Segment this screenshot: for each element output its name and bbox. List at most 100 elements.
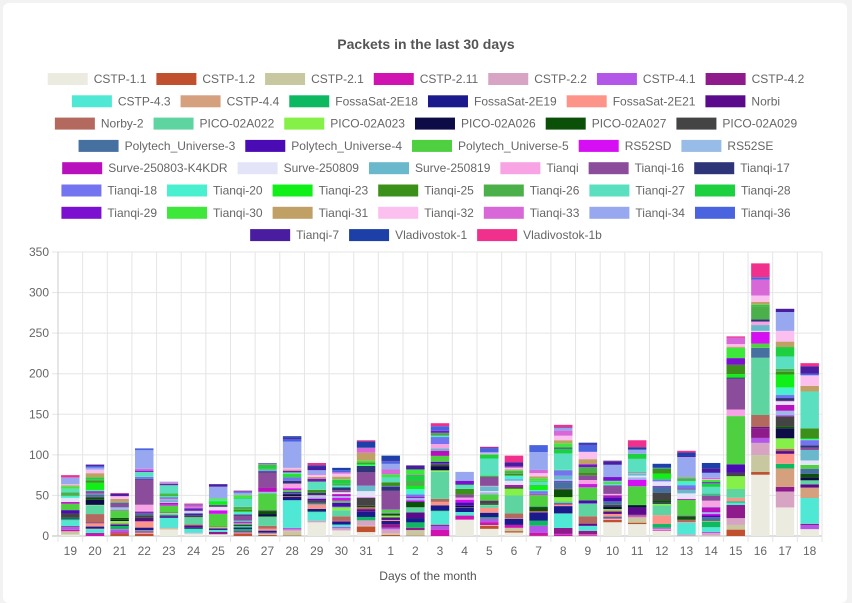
x-tick-label: 21 — [113, 544, 127, 558]
legend-label[interactable]: Tianqi-16 — [635, 161, 685, 175]
legend-label[interactable]: Tianqi-26 — [530, 184, 580, 198]
bar-segment — [776, 405, 794, 411]
legend-label[interactable]: CSTP-4.2 — [752, 72, 805, 86]
bar-segment — [110, 494, 128, 496]
bar-segment — [381, 460, 399, 461]
bar-segment — [283, 488, 301, 490]
legend-label[interactable]: Surve-250809 — [284, 161, 360, 175]
legend-label[interactable]: PICO-02A029 — [722, 117, 797, 131]
bar-segment — [406, 522, 424, 527]
legend-label[interactable]: Vladivostok-1b — [523, 228, 602, 242]
legend-label[interactable]: Tianqi-7 — [296, 228, 339, 242]
legend-label[interactable]: Polytech_Universe-5 — [458, 139, 569, 153]
legend-label[interactable]: CSTP-4.4 — [227, 94, 280, 108]
legend-label[interactable]: CSTP-4.1 — [643, 72, 696, 86]
legend-label[interactable]: FossaSat-2E18 — [335, 94, 418, 108]
bar-segment — [110, 510, 128, 517]
bar-segment — [431, 511, 449, 524]
bar-segment — [677, 489, 695, 490]
legend-label[interactable]: Tianqi-29 — [107, 206, 157, 220]
legend-label[interactable]: Surve-250819 — [415, 161, 491, 175]
legend-label[interactable]: Tianqi-32 — [424, 206, 474, 220]
legend-label[interactable]: Norby-2 — [101, 117, 144, 131]
bar-segment — [554, 453, 572, 469]
bar-segment — [258, 514, 276, 517]
legend-label[interactable]: CSTP-2.1 — [311, 72, 364, 86]
bar-segment — [702, 507, 720, 512]
bar-segment — [431, 511, 449, 512]
bar-segment — [406, 469, 424, 475]
legend-label[interactable]: Tianqi-36 — [741, 206, 791, 220]
legend-label[interactable]: Tianqi-34 — [635, 206, 685, 220]
bar-segment — [110, 532, 128, 533]
bar-segment — [579, 484, 597, 485]
bar-segment — [529, 486, 547, 491]
bar-segment — [628, 459, 646, 472]
bar-segment — [283, 439, 301, 442]
bar-segment — [160, 483, 178, 484]
bar-segment — [653, 529, 671, 531]
legend-label[interactable]: CSTP-1.2 — [202, 72, 255, 86]
legend-label[interactable]: Tianqi-30 — [213, 206, 263, 220]
legend-label[interactable]: RS52SE — [727, 139, 773, 153]
bar-segment — [702, 501, 720, 507]
legend-label[interactable]: Tianqi-27 — [635, 184, 685, 198]
legend-label[interactable]: PICO-02A026 — [461, 117, 536, 131]
bar-segment — [480, 493, 498, 495]
legend-label[interactable]: CSTP-2.2 — [534, 72, 587, 86]
legend-swatch — [412, 140, 452, 152]
legend-label[interactable]: Tianqi-20 — [213, 184, 263, 198]
bar-segment — [776, 415, 794, 416]
bar-segment — [505, 479, 523, 480]
legend-label[interactable]: Tianqi-23 — [319, 184, 369, 198]
bar-segment — [135, 513, 153, 515]
legend-label[interactable]: FossaSat-2E21 — [613, 94, 696, 108]
bar-segment — [727, 525, 745, 530]
legend-label[interactable]: PICO-02A023 — [330, 117, 405, 131]
legend-label[interactable]: PICO-02A022 — [200, 117, 275, 131]
legend-label[interactable]: Tianqi-31 — [319, 206, 369, 220]
legend-label[interactable]: CSTP-4.3 — [118, 94, 171, 108]
bar-segment — [751, 263, 769, 277]
bar-segment — [209, 484, 227, 486]
bar-segment — [480, 519, 498, 523]
legend-label[interactable]: Surve-250803-K4KDR — [108, 161, 228, 175]
bar-segment — [61, 520, 79, 526]
bar-segment — [357, 464, 375, 465]
bar-segment — [381, 461, 399, 464]
legend-label[interactable]: RS52SD — [625, 139, 672, 153]
legend-label[interactable]: Tianqi-33 — [530, 206, 580, 220]
legend-label[interactable]: Tianqi-17 — [740, 161, 790, 175]
legend-label[interactable]: CSTP-2.11 — [420, 72, 479, 86]
bar-segment — [110, 499, 128, 502]
legend-label[interactable]: Tianqi-25 — [424, 184, 474, 198]
bar-segment — [135, 528, 153, 530]
bar-segment — [431, 463, 449, 464]
legend-label[interactable]: Polytech_Universe-3 — [125, 139, 236, 153]
legend-label[interactable]: Tianqi-28 — [741, 184, 791, 198]
legend-label[interactable]: CSTP-1.1 — [94, 72, 147, 86]
bar-segment — [579, 445, 597, 452]
legend-label[interactable]: Tianqi-18 — [107, 184, 157, 198]
bar-segment — [702, 495, 720, 496]
legend-label[interactable]: Tianqi — [546, 161, 578, 175]
legend-label[interactable]: FossaSat-2E19 — [474, 94, 557, 108]
x-tick-label: 20 — [88, 544, 102, 558]
legend-label[interactable]: Norbi — [751, 94, 780, 108]
bar-segment — [628, 517, 646, 518]
bar-segment — [603, 519, 621, 520]
bar-segment — [480, 504, 498, 505]
bar-segment — [800, 465, 818, 469]
y-tick-label: 150 — [29, 407, 49, 421]
bar-segment — [628, 516, 646, 517]
legend-label[interactable]: Vladivostok-1 — [395, 228, 467, 242]
bar-segment — [234, 499, 252, 507]
bar-segment — [751, 295, 769, 301]
legend-swatch — [156, 73, 196, 85]
legend-label[interactable]: PICO-02A027 — [592, 117, 667, 131]
bar-segment — [579, 443, 597, 444]
bar-segment — [283, 496, 301, 497]
bar-segment — [357, 509, 375, 512]
legend-label[interactable]: Polytech_Universe-4 — [291, 139, 402, 153]
bar-segment — [702, 533, 720, 535]
